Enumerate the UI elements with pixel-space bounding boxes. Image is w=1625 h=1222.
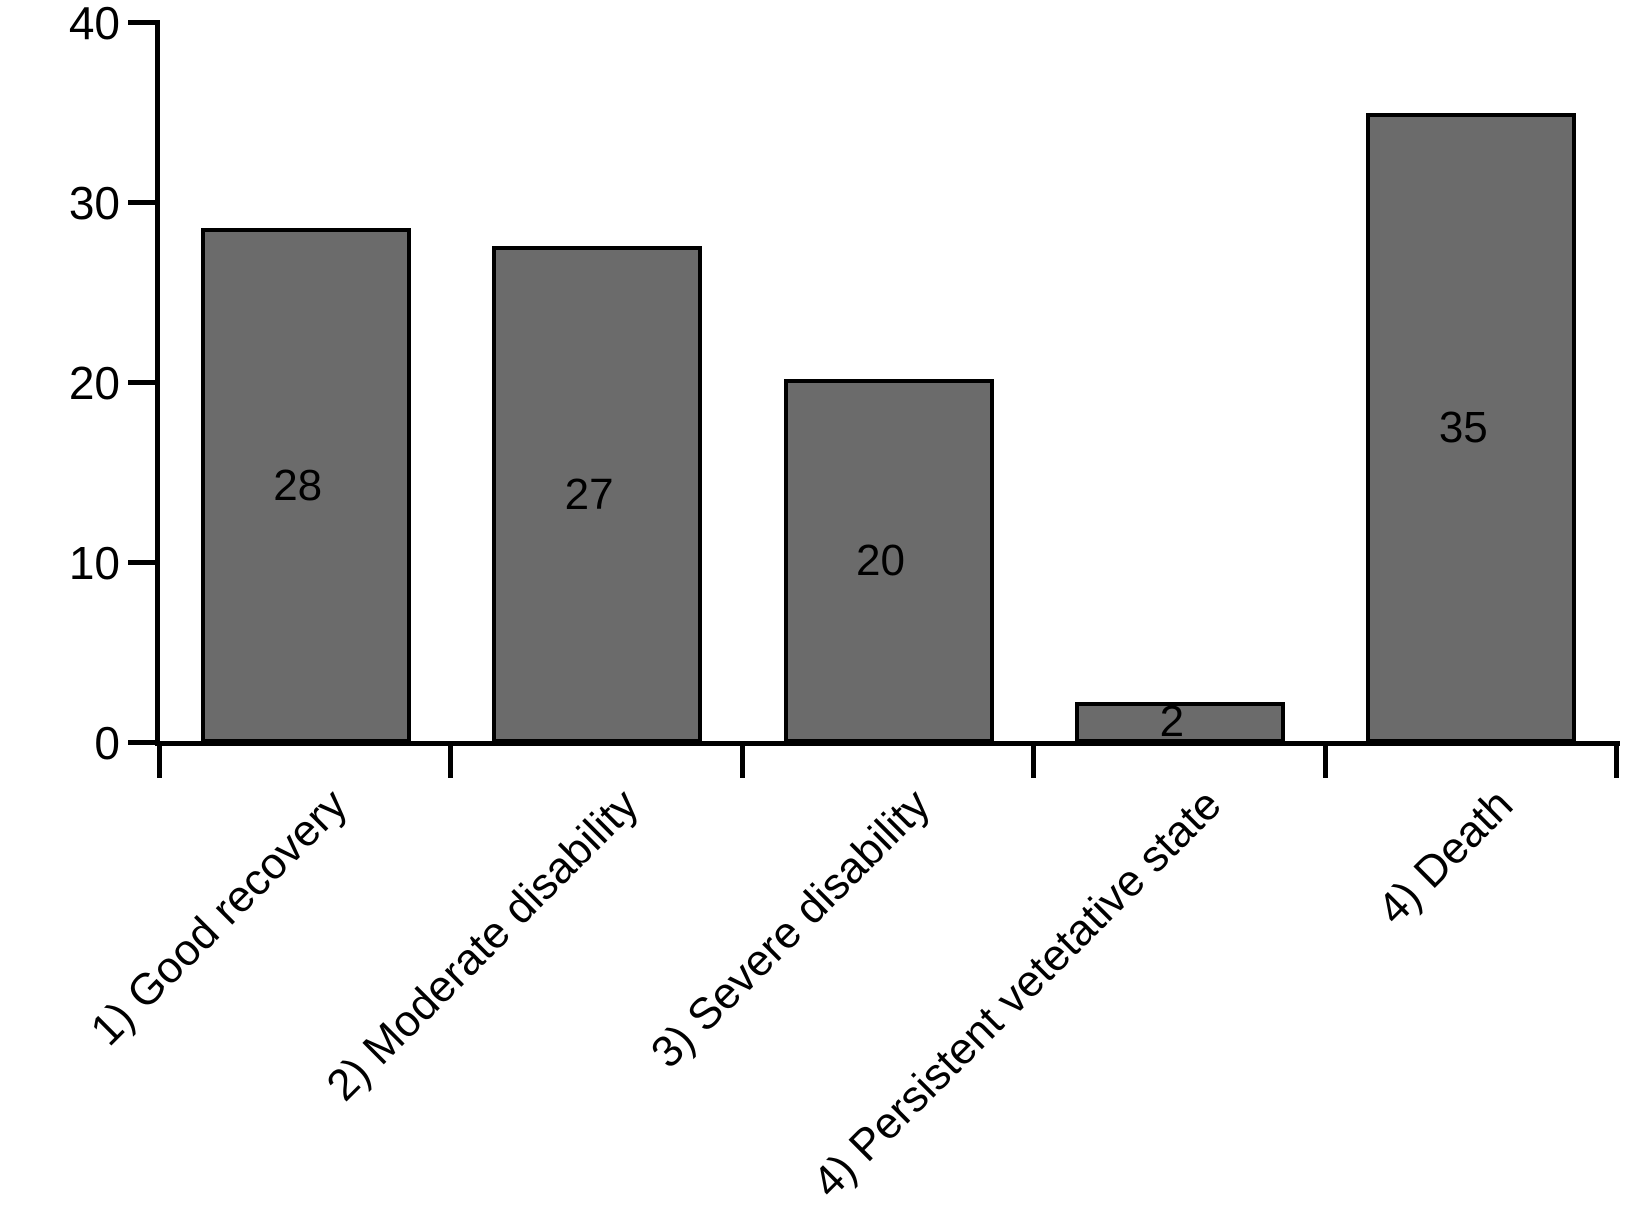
y-tick-mark [128,740,155,745]
bar [200,228,411,743]
bar-value-label: 2 [1159,697,1185,747]
y-axis-line [155,20,160,746]
bar-value-label: 27 [564,469,614,519]
x-category-label: 4) Death [1367,779,1522,934]
y-tick-mark [128,380,155,385]
x-category-label: 1) Good recovery [81,779,357,1055]
y-tick-label: 20 [68,357,120,409]
y-tick-label: 0 [94,717,120,769]
y-tick-label: 30 [68,177,120,229]
y-tick-label: 10 [68,537,120,589]
x-category-label: 3) Severe disability [641,779,940,1078]
y-tick-label: 40 [68,0,120,49]
bar-value-label: 20 [856,536,905,586]
x-axis-line [155,741,1620,746]
bar-value-label: 35 [1438,403,1488,452]
x-tick-mark [448,746,454,778]
bar-value-label: 28 [273,460,323,510]
y-tick-mark [128,200,155,205]
bar [1074,701,1285,743]
y-tick-mark [128,560,155,565]
bar [783,379,994,743]
y-tick-mark [128,20,155,25]
x-tick-mark [1614,746,1619,778]
bar [1366,113,1577,743]
x-tick-mark [1031,746,1037,778]
bar [492,246,703,743]
x-tick-mark [739,746,745,778]
x-tick-mark [157,746,162,778]
x-category-label: 2) Moderate disability [317,779,648,1111]
x-tick-mark [1322,746,1328,778]
